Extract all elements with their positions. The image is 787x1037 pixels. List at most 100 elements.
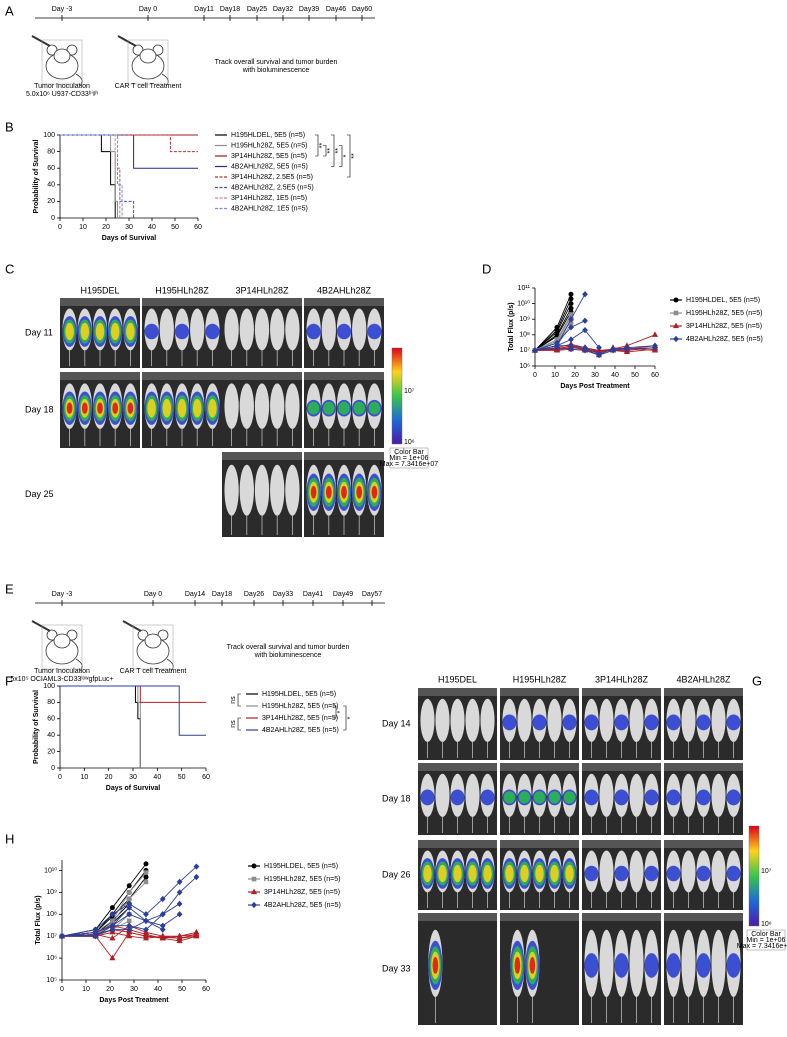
mouse-icon <box>31 620 83 672</box>
data-point <box>143 926 149 933</box>
data-point <box>251 901 257 909</box>
imaged-mouse <box>239 464 254 516</box>
imaged-mouse <box>629 698 644 743</box>
signal-blob <box>323 401 335 415</box>
data-point <box>159 933 166 940</box>
panel-label: F <box>5 673 13 688</box>
significance-bracket <box>237 717 241 731</box>
legend-label: 4B2AHLh28Z, 5E5 (n=5) <box>262 727 339 734</box>
survival-curve <box>60 134 198 169</box>
colorbar-title: Color Bar <box>751 931 781 938</box>
data-point <box>673 335 679 343</box>
data-point <box>193 863 200 870</box>
imaging-plate <box>142 372 222 380</box>
legend-label: 3P14HLh28Z, 5E5 (n=5) <box>231 153 307 160</box>
signal-blob <box>147 398 156 418</box>
data-point <box>159 926 166 933</box>
data-point <box>624 346 630 353</box>
timeline-day: Day46 <box>326 6 346 13</box>
signal-blob <box>518 791 531 804</box>
mouse-box <box>41 624 83 670</box>
column-header: 3P14HLh28Z <box>595 674 649 684</box>
subject-line <box>534 347 656 353</box>
timeline-day: Day14 <box>185 591 205 598</box>
x-tick-label: 40 <box>148 224 156 231</box>
legend-label: 3P14HLh28Z, 1E5 (n=5) <box>231 195 307 202</box>
colorbar-max: Max = 7.3416e+07 <box>737 943 787 950</box>
imaging-plate <box>500 913 579 921</box>
legend-label: 3P14HLh28Z, 5E5 (n=5) <box>686 323 762 330</box>
panel-label: C <box>5 261 14 276</box>
x-tick-label: 20 <box>105 774 113 781</box>
imaging-cell <box>500 763 579 835</box>
signal-blob <box>644 865 659 882</box>
signal-blob <box>367 323 382 340</box>
y-tick-label: 20 <box>47 198 55 205</box>
signal-blob <box>110 322 120 341</box>
column-header: H195DEL <box>80 285 119 295</box>
signal-blob <box>341 485 347 499</box>
signal-blob <box>696 953 711 978</box>
imaged-mouse <box>254 308 270 351</box>
x-tick-label: 50 <box>178 774 186 781</box>
x-tick-label: 40 <box>154 986 162 993</box>
timeline-note: Track overall survival and tumor burden <box>215 59 338 66</box>
imaged-mouse <box>435 698 450 743</box>
mouse-icon <box>31 35 83 87</box>
imaging-cell <box>500 913 579 1025</box>
imaging-plate <box>582 840 661 848</box>
imaged-mouse <box>285 383 300 430</box>
x-tick-label: 20 <box>571 372 579 379</box>
data-point <box>596 344 602 351</box>
imaged-mouse <box>711 698 726 743</box>
timeline-day: Day11 <box>194 6 214 13</box>
y-tick-label: 20 <box>47 748 55 755</box>
signal-blob <box>310 485 317 499</box>
x-tick-label: 60 <box>202 986 210 993</box>
significance-label: ns <box>230 696 237 704</box>
signal-blob <box>532 714 547 731</box>
imaged-mouse <box>465 773 480 818</box>
significance-label: ** <box>351 153 358 159</box>
imaged-mouse <box>270 308 285 351</box>
signal-blob <box>65 322 74 341</box>
timeline-day: Day -3 <box>52 591 73 598</box>
signal-blob <box>174 323 190 340</box>
imaging-plate <box>60 298 140 306</box>
legend-label: 4B2AHLh28Z, 2.5E5 (n=5) <box>231 184 314 191</box>
mouse-head <box>53 633 71 649</box>
imaged-mouse <box>465 698 480 743</box>
signal-blob <box>562 714 577 731</box>
imaging-plate <box>304 452 384 460</box>
signal-blob <box>644 953 659 978</box>
timeline-day: Day39 <box>299 6 319 13</box>
mouse-ear <box>132 44 144 56</box>
y-tick-label: 80 <box>47 148 55 155</box>
significance-label: ** <box>327 148 334 154</box>
inoculation-detail: 5.0x10⁶ U937-CD33ʰⁱᵍʰ <box>26 90 98 98</box>
timeline-day: Day57 <box>362 591 382 598</box>
signal-blob <box>565 864 574 883</box>
mouse-ear <box>137 629 149 641</box>
timeline-day: Day18 <box>220 6 240 13</box>
signal-blob <box>563 791 576 804</box>
significance-label: * <box>347 716 354 719</box>
signal-blob <box>208 398 217 418</box>
data-point <box>176 911 183 918</box>
x-tick-label: 50 <box>178 986 186 993</box>
mouse-head <box>144 633 162 649</box>
x-tick-label: 40 <box>153 774 161 781</box>
imaged-mouse <box>629 850 644 893</box>
imaging-cell <box>582 840 661 910</box>
legend-label: 4B2AHLh28Z, 5E5 (n=5) <box>231 163 308 170</box>
imaging-plate <box>500 763 579 771</box>
imaging-cell <box>418 688 497 760</box>
significance-label: * <box>337 710 344 713</box>
signal-blob <box>80 322 90 341</box>
subject-line <box>62 907 164 937</box>
signal-blob <box>144 323 159 340</box>
y-tick-label: 60 <box>47 716 55 723</box>
imaging-plate <box>304 298 384 306</box>
signal-blob <box>644 789 659 806</box>
y-tick-label: 10⁹ <box>519 316 530 323</box>
